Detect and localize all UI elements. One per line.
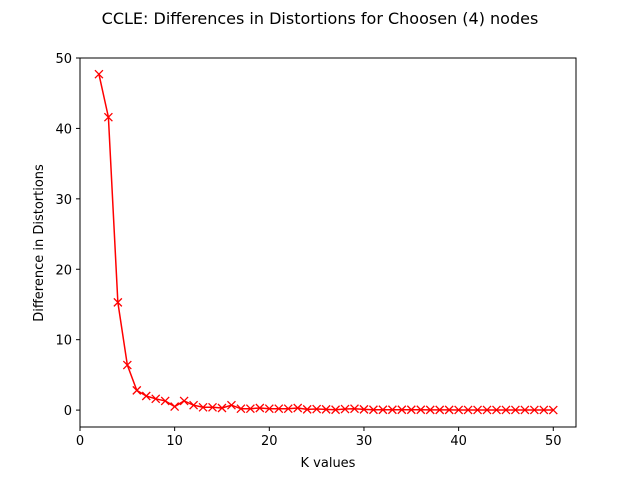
- y-axis-label: Difference in Distortions: [32, 164, 47, 322]
- data-point: [274, 404, 284, 414]
- data-point: [151, 394, 161, 404]
- data-point: [529, 405, 539, 415]
- x-tick-label: 40: [450, 434, 467, 449]
- data-point: [141, 391, 151, 401]
- data-point: [94, 69, 104, 79]
- data-point: [113, 297, 123, 307]
- data-point: [208, 402, 217, 412]
- x-tick-label: 30: [356, 434, 373, 449]
- data-point: [255, 403, 265, 413]
- data-point: [170, 402, 180, 412]
- data-point: [236, 404, 246, 414]
- data-point: [416, 405, 426, 415]
- data-point: [510, 405, 520, 415]
- data-point: [501, 405, 511, 415]
- x-tick-label: 50: [545, 434, 562, 449]
- y-axis: 0 10 20 30 40 50: [55, 52, 80, 419]
- data-point: [454, 405, 464, 415]
- data-point: [264, 404, 274, 414]
- data-point: [331, 405, 341, 415]
- y-tick-label: 20: [55, 263, 72, 278]
- data-point: [482, 405, 492, 415]
- data-point: [217, 403, 227, 413]
- plot-frame: [79, 57, 577, 428]
- data-point: [406, 405, 416, 415]
- data-point: [293, 403, 303, 413]
- data-point: [312, 404, 322, 414]
- y-tick-label: 0: [64, 404, 72, 419]
- x-axis-label: K values: [301, 456, 356, 471]
- x-axis: 0 10 20 30 40 50: [76, 427, 562, 449]
- data-point: [132, 385, 142, 395]
- data-point: [473, 405, 483, 415]
- data-point: [283, 404, 293, 414]
- y-tick-label: 50: [55, 52, 72, 67]
- data-point: [359, 404, 369, 414]
- data-point: [463, 405, 473, 415]
- data-point: [321, 404, 331, 414]
- data-point: [435, 405, 445, 415]
- data-point: [350, 404, 359, 414]
- data-point: [378, 405, 388, 415]
- data-point: [189, 400, 199, 410]
- data-point: [539, 405, 549, 415]
- data-point: [340, 404, 350, 414]
- data-point: [397, 405, 407, 415]
- data-point: [103, 112, 113, 122]
- data-point: [160, 396, 170, 406]
- data-point: [245, 404, 255, 414]
- data-point: [387, 405, 397, 415]
- data-point: [368, 405, 378, 415]
- data-point: [198, 402, 208, 412]
- data-point: [226, 400, 236, 410]
- data-point: [122, 360, 132, 370]
- chart-title: CCLE: Differences in Distortions for Cho…: [102, 9, 539, 28]
- y-tick-label: 30: [55, 193, 72, 208]
- x-tick-label: 10: [166, 434, 183, 449]
- x-tick-label: 0: [76, 434, 84, 449]
- data-point: [520, 405, 530, 415]
- plot-series: [94, 69, 558, 415]
- data-point: [548, 405, 558, 415]
- data-point: [492, 405, 501, 415]
- data-point: [425, 405, 435, 415]
- data-point: [179, 396, 189, 406]
- data-point: [302, 404, 312, 414]
- data-point: [444, 405, 454, 415]
- y-tick-label: 10: [55, 334, 72, 349]
- y-tick-label: 40: [55, 122, 72, 137]
- x-tick-label: 20: [261, 434, 278, 449]
